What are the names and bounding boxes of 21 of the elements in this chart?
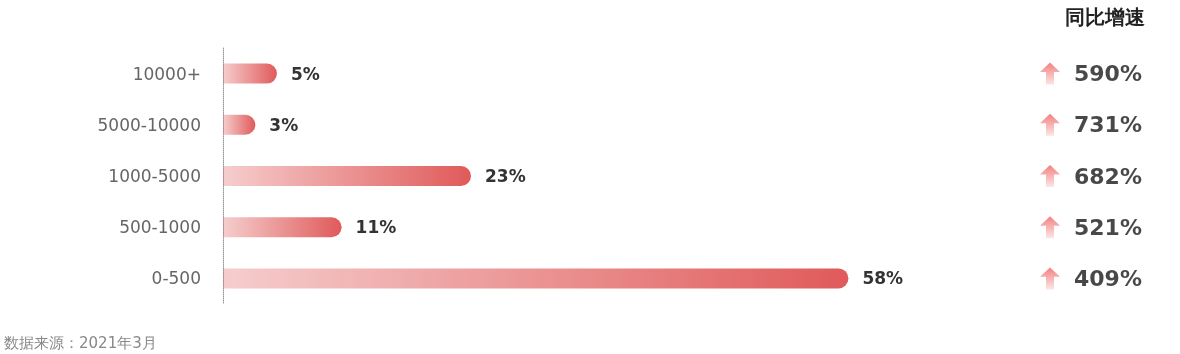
y-tick-label: 0-500	[151, 268, 201, 289]
data-label: 58%	[862, 268, 904, 289]
data-label: 409%	[1074, 265, 1142, 291]
data-label: 23%	[485, 166, 526, 186]
data-label: 521%	[1074, 214, 1142, 240]
bar	[223, 268, 849, 289]
y-tick-label: 5000-10000	[97, 114, 201, 135]
y-tick-label: 1000-5000	[108, 166, 201, 186]
y-tick-label: 10000+	[132, 63, 201, 84]
data-label: 5%	[290, 63, 320, 84]
y-tick-label: 500-1000	[119, 217, 201, 238]
data-label: 731%	[1074, 112, 1142, 138]
text: 同比增速	[1065, 5, 1145, 29]
bar	[223, 217, 342, 238]
data-label: 682%	[1074, 163, 1142, 189]
data-label: 590%	[1074, 61, 1142, 87]
bar	[223, 63, 277, 84]
bar	[223, 166, 472, 186]
source-note: 数据来源：2021年3月	[4, 333, 157, 352]
data-label: 11%	[355, 217, 397, 238]
data-label: 3%	[269, 114, 299, 135]
